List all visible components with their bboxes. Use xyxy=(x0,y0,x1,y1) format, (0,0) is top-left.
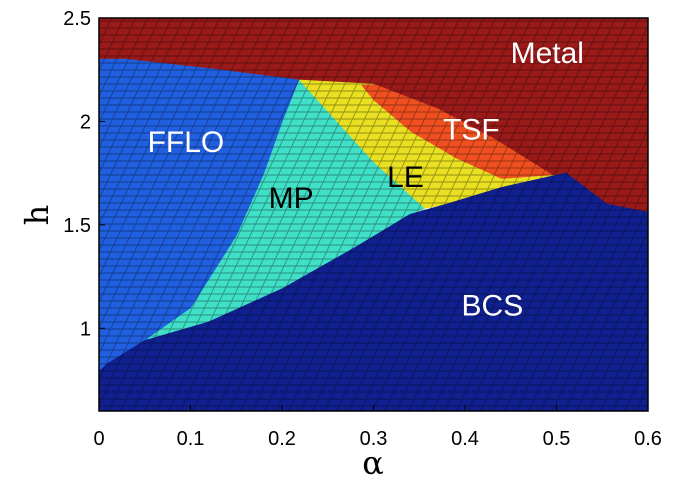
x-tick-label: 0.1 xyxy=(177,428,205,450)
region-label-tsf: TSF xyxy=(443,114,500,147)
y-axis-label: h xyxy=(18,205,56,226)
x-axis-ticks: 0 0.1 0.2 0.3 0.4 0.5 0.6 xyxy=(93,405,662,450)
y-tick-label: 1.5 xyxy=(63,215,91,237)
x-axis-label: α xyxy=(362,444,384,482)
x-tick-label: 0 xyxy=(93,428,104,450)
x-tick-label: 0.6 xyxy=(634,428,662,450)
x-tick-label: 0.2 xyxy=(268,428,296,450)
y-tick-label: 2.5 xyxy=(63,8,91,30)
y-tick-label: 1 xyxy=(80,318,91,340)
x-tick-label: 0.4 xyxy=(451,428,479,450)
region-label-bcs: BCS xyxy=(462,290,524,323)
region-layer xyxy=(99,18,648,411)
region-label-fflo: FFLO xyxy=(148,126,225,159)
region-label-le: LE xyxy=(387,161,424,194)
region-label-mp: MP xyxy=(269,182,314,215)
y-axis-ticks: 1 1.5 2 2.5 xyxy=(63,8,105,340)
x-tick-label: 0.5 xyxy=(543,428,571,450)
x-tick-label: 0.3 xyxy=(360,428,388,450)
region-label-metal: Metal xyxy=(511,37,584,70)
region-labels: Metal TSF LE MP FFLO BCS xyxy=(148,37,584,322)
y-tick-label: 2 xyxy=(80,111,91,133)
